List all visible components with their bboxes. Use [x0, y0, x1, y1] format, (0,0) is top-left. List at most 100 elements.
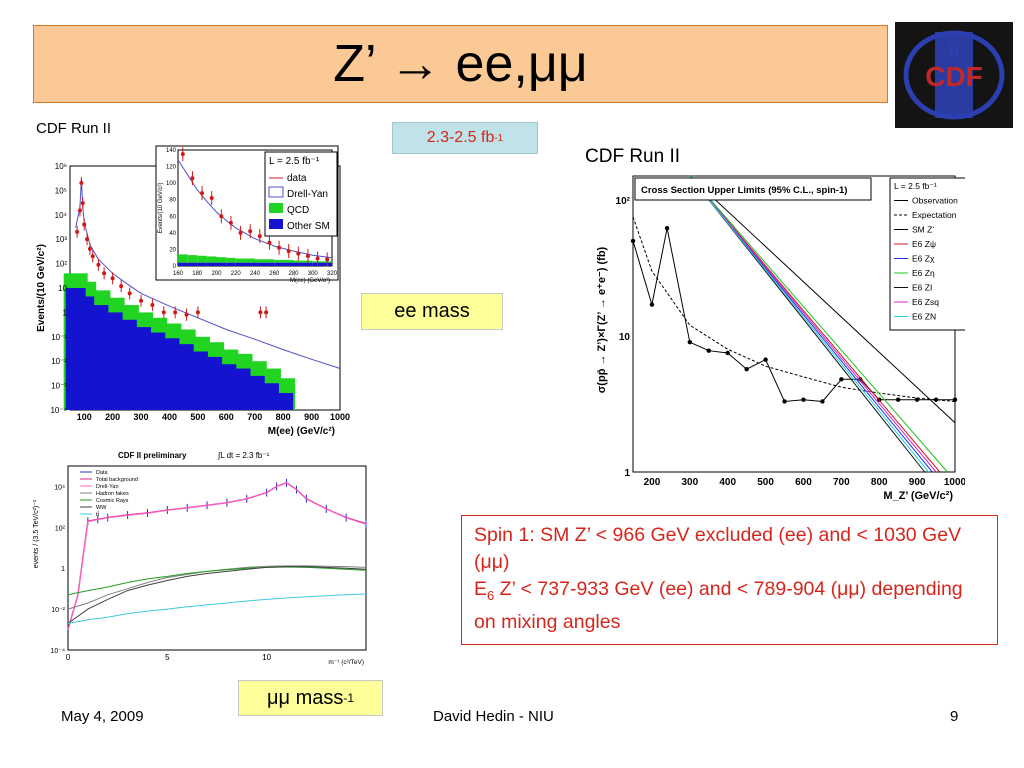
chart3-legend-item: tt̄ — [96, 511, 100, 518]
chart1-inset-data-point — [286, 249, 291, 254]
footer-date: May 4, 2009 — [61, 708, 144, 725]
chart1-inset-x-tick-label: 300 — [308, 271, 319, 277]
chart2-series-line — [689, 175, 956, 424]
chart1-inset-data-point — [267, 240, 272, 245]
mumu-mass-label-sup: -1 — [343, 691, 355, 705]
chart1-y-tick-label: 10⁶ — [55, 162, 67, 171]
mumu-mass-label: μμ mass — [266, 686, 344, 709]
chart1-inset-data-point — [277, 245, 282, 250]
chart2-observation-point — [744, 366, 749, 372]
chart1-data-point — [127, 291, 132, 296]
chart1-data-point — [258, 310, 263, 315]
chart2-legend-item: E6 ZI — [912, 283, 932, 293]
chart3-y-tick-label: 10⁴ — [54, 484, 65, 491]
chart1-inset-othersm-bar — [187, 262, 198, 266]
chart1-inset-y-tick-label: 140 — [166, 148, 177, 154]
chart1-data-point — [102, 271, 107, 276]
chart3-legend-item: Hadron fakes — [96, 491, 129, 497]
chart1-inset-data-point — [296, 251, 301, 256]
chart1-inset-data-point — [190, 176, 195, 181]
chart1-x-tick-label: 700 — [247, 412, 262, 422]
chart2-observation-point — [952, 397, 958, 402]
chart1-inset-qcd-bar — [226, 257, 236, 263]
chart2-x-tick-label: 1000 — [944, 477, 965, 488]
ee-mass-label-box: ee mass — [361, 293, 503, 330]
chart1-y-tick-label: 10 — [58, 284, 67, 293]
chart1-y-tick-label: 10⁻³ — [51, 382, 67, 391]
chart1-inset-othersm-bar — [197, 262, 207, 266]
chart2-observation-point — [914, 397, 920, 402]
chart2-observation-point — [820, 399, 825, 404]
chart1-legend-item: QCD — [287, 205, 309, 216]
chart1-inset-data-point — [200, 191, 205, 196]
chart2-x-tick-label: 300 — [681, 477, 698, 488]
cdf-logo-text: CDF — [925, 61, 983, 92]
chart2-observation-point — [630, 238, 636, 244]
chart1-data-point — [75, 229, 80, 234]
chart1-inset-data-point — [180, 152, 185, 157]
chart1-x-tick-label: 600 — [219, 412, 234, 422]
chart1-inset-othersm-bar — [206, 262, 217, 266]
luminosity-label: 2.3-2.5 fb — [426, 129, 495, 146]
chart1-inset-othersm-bar — [178, 262, 188, 266]
chart3-title: CDF II preliminary — [118, 451, 187, 460]
chart2-x-tick-label: 200 — [644, 477, 661, 488]
chart1-inset-othersm-bar — [235, 262, 255, 266]
chart1-inset-othersm-bar — [226, 262, 236, 266]
chart2-series-line — [689, 175, 948, 473]
chart2-series-line — [632, 228, 955, 403]
chart1-data-point — [80, 201, 85, 206]
chart3-series-line — [67, 566, 367, 596]
chart1-inset-othersm-bar — [216, 262, 227, 266]
chart1-y-tick-label: 10⁵ — [55, 186, 67, 195]
chart2-observation-point — [782, 399, 787, 404]
chart1-x-tick-label: 500 — [190, 412, 205, 422]
chart1-y-tick-label: 1 — [63, 308, 68, 317]
cdf-logo-graphic: II CDF — [895, 22, 1013, 128]
chart3-x-axis-label: m⁻¹ (c²/TeV) — [328, 659, 364, 666]
chart3-x-tick-label: 0 — [66, 653, 71, 662]
ee-mass-label: ee mass — [394, 300, 470, 322]
chart1-inset-y-axis-label: Events/(10 GeV/c²) — [158, 182, 164, 233]
results-line-1: Spin 1: SM Z’ < 966 GeV excluded (ee) an… — [474, 524, 962, 573]
chart1-inset-qcd-bar — [197, 255, 207, 263]
chart1-inset-x-tick-label: 180 — [192, 271, 203, 277]
chart1-y-tick-label: 10³ — [55, 235, 67, 244]
chart1-data-point — [110, 276, 115, 281]
cdf-logo-numeral: II — [948, 38, 960, 63]
chart3-legend-item: Total background — [96, 477, 138, 483]
chart1-inset-y-tick-label: 80 — [169, 198, 176, 204]
chart1-inset-qcd-bar — [255, 259, 275, 263]
chart1-inset-data-point — [219, 214, 224, 219]
chart2-legend-item: E6 Zsq — [912, 297, 939, 307]
chart2-title-box — [634, 177, 872, 201]
chart2-observation-point — [649, 302, 655, 307]
chart2-y-tick-label: 10 — [619, 332, 631, 343]
chart1-data-point — [184, 312, 189, 317]
chart1-inset-data-point — [248, 229, 253, 234]
chart1-inset-othersm-bar — [293, 262, 313, 266]
chart2-legend-item: E6 Zη — [912, 268, 935, 278]
footer-page-number: 9 — [950, 708, 959, 725]
chart1-data-point — [173, 310, 178, 315]
chart1-x-tick-label: 900 — [304, 412, 319, 422]
chart1-header: CDF Run II — [36, 120, 111, 137]
chart1-inset-data-point — [305, 254, 310, 259]
chart3-frame — [67, 465, 367, 651]
chart1-inset-data-point — [315, 256, 320, 261]
slide-title: Z’ → ee,μμ — [333, 35, 588, 93]
chart1-inset-qcd-bar — [216, 257, 227, 263]
chart1-inset-qcd-bar — [274, 259, 294, 263]
chart1-inset-x-tick-label: 220 — [231, 271, 242, 277]
chart1-data-point — [77, 208, 82, 213]
chart1-inset-y-tick-label: 0 — [173, 264, 177, 270]
slide-title-box: Z’ → ee,μμ — [33, 25, 888, 103]
chart1-data-point — [90, 254, 95, 259]
chart2-legend-box — [889, 177, 965, 331]
chart1-inset-qcd-bar — [293, 260, 313, 263]
chart1-inset-othersm-bar — [312, 262, 332, 266]
chart1-legend-item: Other SM — [287, 221, 330, 232]
chart1-x-axis-label: M(ee) (GeV/c²) — [268, 426, 335, 437]
chart1-legend-item: data — [287, 173, 307, 184]
